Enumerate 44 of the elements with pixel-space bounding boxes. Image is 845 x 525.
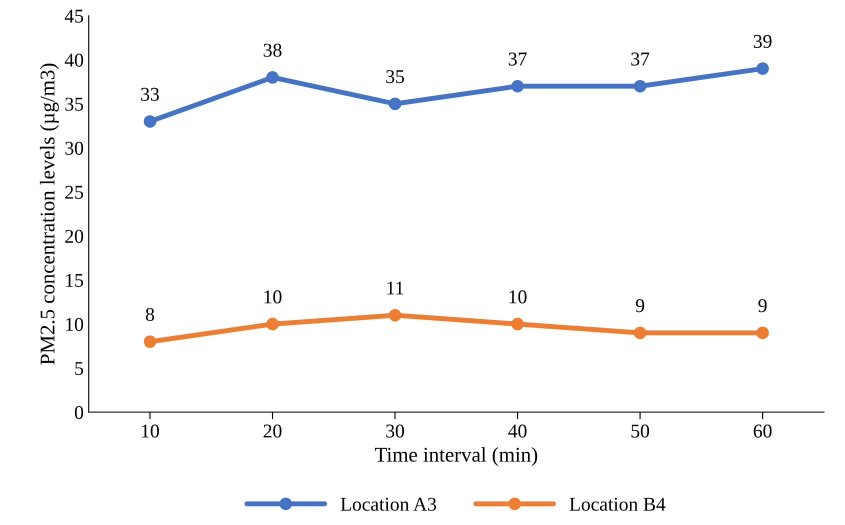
data-label: 39 [754,34,772,48]
y-tick-label: 35 [65,98,84,111]
data-label: 35 [386,70,404,84]
point [511,80,524,92]
x-tick-label: 10 [142,424,159,438]
data-label: 10 [510,290,527,304]
data-label: 11 [387,282,404,294]
data-label: 38 [264,44,282,57]
data-label: 10 [264,290,282,304]
data-label: 9 [758,299,767,312]
data-label: 33 [141,88,159,101]
y-tick-label: 0 [74,406,84,420]
point [388,98,402,110]
x-tick-label: 50 [631,424,650,438]
y-tick-label: 40 [64,54,84,67]
point [144,335,156,348]
y-tick-label: 25 [65,186,84,199]
x-tick-label: 20 [264,424,282,438]
data-label: 37 [631,52,650,66]
y-tick-label: 30 [65,142,84,155]
y-tick-label: 45 [64,10,84,23]
point [634,326,646,340]
point [634,80,646,92]
legend-label: Location B4 [570,498,666,511]
x-tick-label: 30 [386,424,404,438]
y-tick-label: 15 [66,274,84,287]
data-label: 37 [508,52,527,66]
x-tick-label: 60 [754,424,772,438]
legend-label: Location A3 [340,498,436,511]
point [144,115,156,128]
point [756,62,769,75]
y-tick-label: 5 [75,362,84,376]
y-tick-label: 10 [66,318,84,331]
x-axis-title: Time interval (min) [374,447,538,466]
point [266,318,279,330]
point [511,318,524,330]
y-axis-title: PM2.5 concentration levels (µg/m3) [40,64,59,365]
point [388,308,402,322]
point [756,326,769,340]
y-tick-label: 20 [65,230,84,243]
data-label: 9 [636,299,644,312]
point [266,71,279,84]
data-label: 8 [146,308,154,322]
x-tick-label: 40 [508,424,527,438]
